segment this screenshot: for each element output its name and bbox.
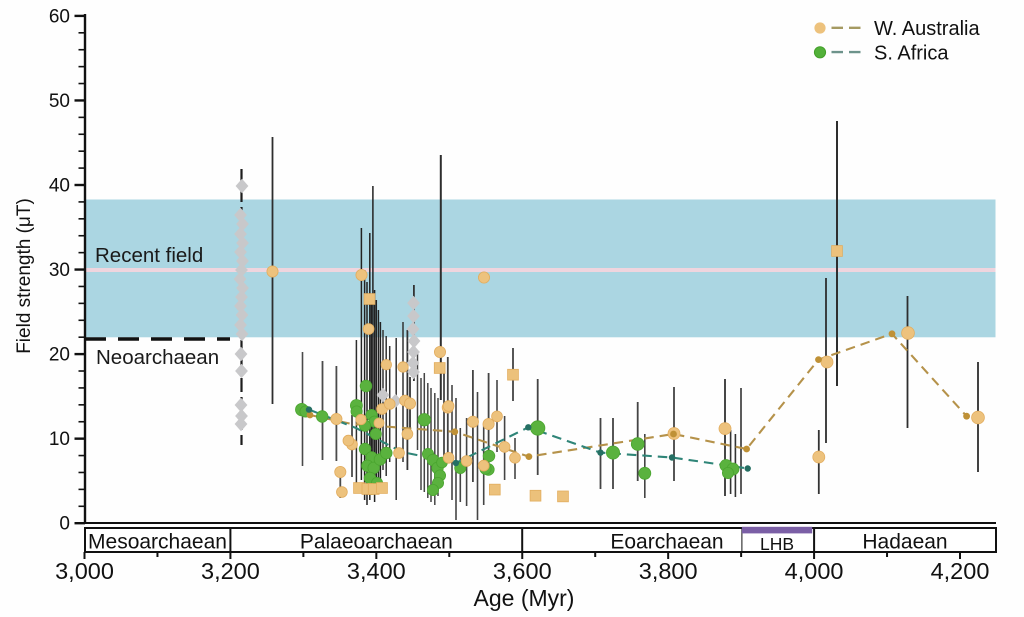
svg-text:30: 30: [49, 260, 70, 281]
svg-text:40: 40: [49, 176, 70, 197]
svg-text:Recent field: Recent field: [95, 244, 203, 267]
svg-text:0: 0: [59, 514, 70, 535]
svg-text:LHB: LHB: [760, 534, 794, 554]
svg-text:3,000: 3,000: [55, 558, 114, 584]
svg-text:Palaeoarchaean: Palaeoarchaean: [300, 530, 453, 553]
svg-text:20: 20: [49, 345, 70, 366]
svg-text:Field strength (μT): Field strength (μT): [14, 198, 35, 354]
svg-text:Eoarchaean: Eoarchaean: [610, 530, 723, 553]
svg-text:4,000: 4,000: [785, 558, 844, 584]
svg-text:3,600: 3,600: [493, 558, 552, 584]
svg-text:S. Africa: S. Africa: [874, 42, 949, 64]
svg-text:Neoarchaean: Neoarchaean: [96, 346, 219, 369]
svg-text:3,800: 3,800: [639, 558, 698, 584]
svg-text:Mesoarchaean: Mesoarchaean: [88, 530, 227, 553]
svg-text:W. Australia: W. Australia: [874, 18, 980, 40]
svg-text:Hadaean: Hadaean: [862, 530, 947, 553]
svg-text:3,400: 3,400: [347, 558, 406, 584]
svg-text:50: 50: [49, 91, 70, 112]
svg-text:3,200: 3,200: [201, 558, 260, 584]
svg-text:60: 60: [49, 6, 70, 27]
svg-text:Age (Myr): Age (Myr): [474, 585, 575, 611]
svg-text:4,200: 4,200: [931, 558, 990, 584]
svg-text:10: 10: [49, 429, 70, 450]
